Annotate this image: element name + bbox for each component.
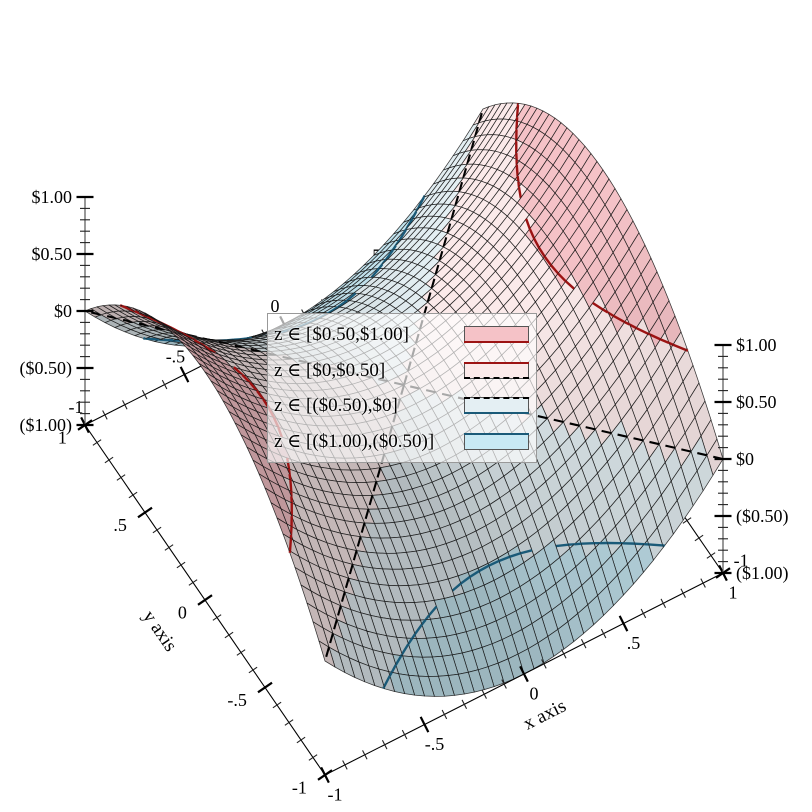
- svg-text:($0.50): ($0.50): [736, 506, 789, 527]
- legend-label: z ∈ [($1.00),($0.50)]: [274, 430, 435, 452]
- y-axis-title: y axis: [138, 607, 181, 656]
- legend-contour-line-upper: [464, 432, 529, 435]
- svg-text:($1.00): ($1.00): [20, 415, 73, 436]
- legend-entry: z ∈ [($0.50),$0]: [274, 394, 529, 417]
- svg-text:$0.50: $0.50: [736, 392, 777, 412]
- legend-entry: z ∈ [$0.50,$1.00]: [274, 323, 529, 346]
- svg-text:-1: -1: [68, 397, 83, 417]
- legend-label: z ∈ [$0,$0.50]: [274, 359, 386, 381]
- svg-text:.5: .5: [113, 515, 127, 535]
- svg-text:-1: -1: [327, 785, 342, 805]
- legend-swatch: [464, 432, 529, 450]
- svg-text:($0.50): ($0.50): [20, 358, 73, 379]
- legend-label: z ∈ [$0.50,$1.00]: [274, 324, 409, 346]
- svg-text:1: 1: [58, 427, 67, 447]
- legend-entry: z ∈ [($1.00),($0.50)]: [274, 430, 529, 453]
- svg-text:-1: -1: [292, 777, 307, 797]
- svg-text:$0: $0: [736, 449, 754, 469]
- svg-text:0: 0: [270, 296, 279, 316]
- legend-entry: z ∈ [$0,$0.50]: [274, 359, 529, 382]
- svg-text:($1.00): ($1.00): [736, 563, 789, 584]
- svg-text:.5: .5: [627, 633, 641, 653]
- legend-contour-line-lower: [464, 412, 529, 415]
- svg-text:-.5: -.5: [227, 690, 247, 710]
- legend-swatch: [464, 326, 529, 344]
- legend-contour-line-lower: [464, 341, 529, 344]
- legend-swatch: [464, 361, 529, 379]
- svg-text:-1: -1: [734, 551, 749, 571]
- near-axes: -1 -.5 0 .5 1 1 .5 0 -.5 -1 $1.00 $0.50 $0 ($0.50) ($1…: [20, 187, 789, 805]
- legend: z ∈ [$0.50,$1.00] z ∈ [$0,$0.50] z ∈ [($0.…: [267, 313, 537, 463]
- legend-contour-line-upper: [464, 397, 529, 400]
- legend-contour-line-lower: [464, 376, 529, 379]
- svg-text:-.5: -.5: [425, 734, 445, 754]
- x-axis-title: x axis: [520, 695, 570, 734]
- svg-text:0: 0: [529, 684, 538, 704]
- svg-text:$1.00: $1.00: [736, 335, 777, 355]
- svg-text:1: 1: [728, 583, 737, 603]
- svg-text:$0: $0: [54, 301, 72, 321]
- legend-label: z ∈ [($0.50),$0]: [274, 395, 398, 417]
- svg-text:$1.00: $1.00: [32, 187, 73, 207]
- svg-text:0: 0: [178, 602, 187, 622]
- legend-contour-line-upper: [464, 361, 529, 364]
- legend-swatch: [464, 397, 529, 415]
- svg-text:$0.50: $0.50: [32, 244, 73, 264]
- svg-text:-.5: -.5: [166, 347, 186, 367]
